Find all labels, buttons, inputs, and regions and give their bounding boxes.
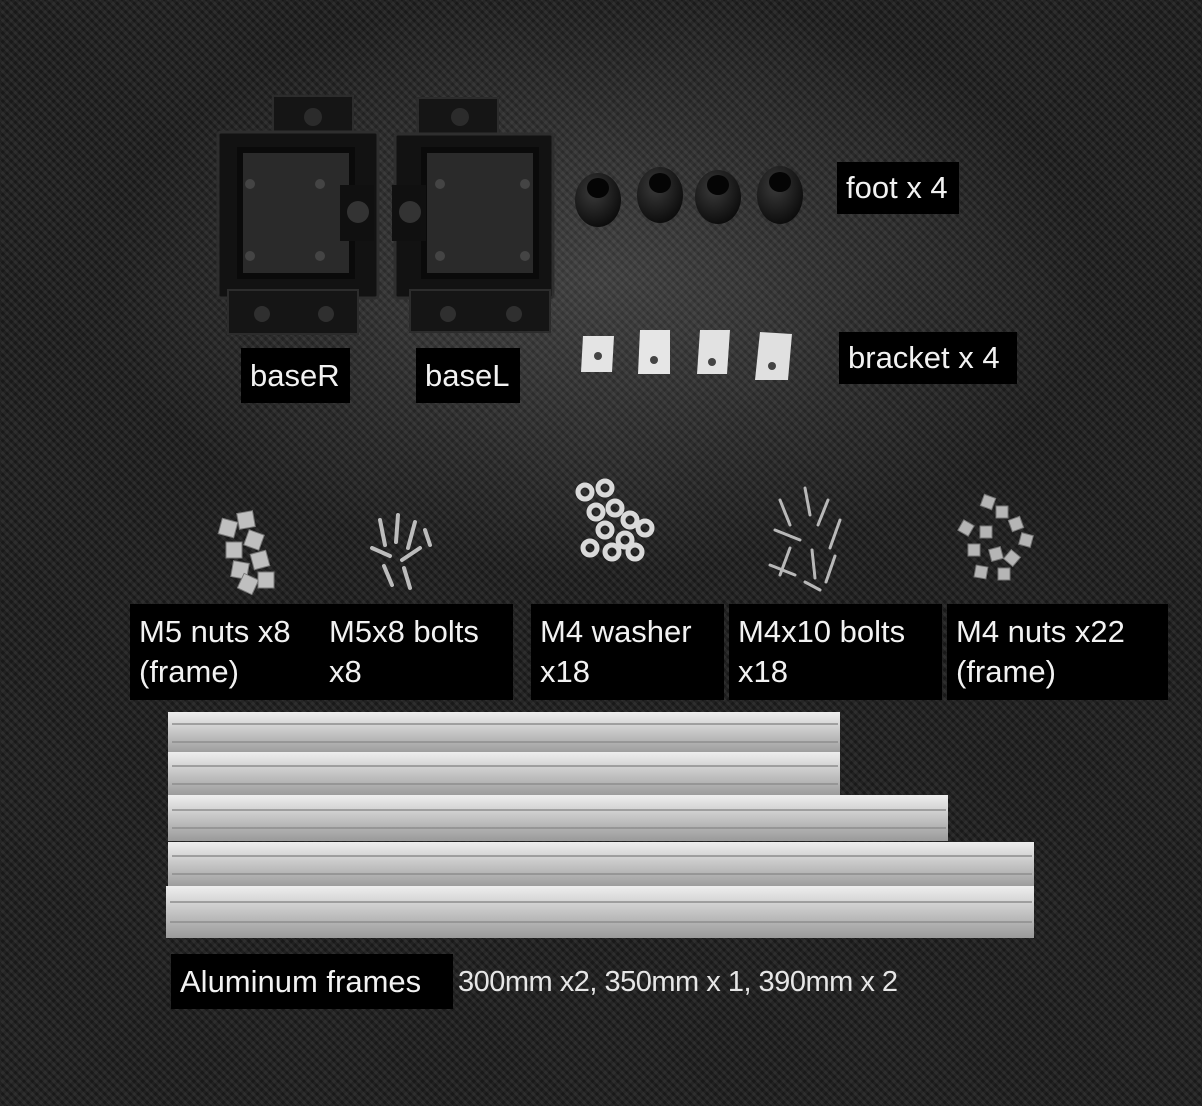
m5-nuts-pile <box>217 510 275 596</box>
m5x8-bolts-pile <box>370 513 432 590</box>
m5-nuts-label: M5 nuts x8 (frame) <box>130 604 326 700</box>
foot-3 <box>695 170 741 224</box>
m4x10-bolts-label: M4x10 bolts x18 <box>729 604 942 700</box>
frame-bar-3 <box>168 795 948 841</box>
m4-washer-label: M4 washer x18 <box>531 604 724 700</box>
base-l-part <box>392 97 555 333</box>
feet-parts <box>575 166 803 227</box>
base-l-label: baseL <box>416 348 520 403</box>
base-r-part <box>216 95 380 335</box>
foot-label: foot x 4 <box>837 162 959 214</box>
m4-washers-pile <box>575 478 655 562</box>
aluminum-frames-label: Aluminum frames <box>171 954 453 1009</box>
foot-4 <box>757 166 803 224</box>
foot-1 <box>575 173 621 227</box>
m4-nuts-pile <box>957 493 1034 581</box>
frame-bar-4 <box>168 842 1034 888</box>
m4-nuts-label: M4 nuts x22 (frame) <box>947 604 1168 700</box>
bracket-parts <box>581 330 792 380</box>
m4x10-bolts-pile <box>768 486 842 592</box>
m5x8-bolts-label: M5x8 bolts x8 <box>320 604 513 700</box>
frame-bar-5 <box>166 886 1034 938</box>
bracket-label: bracket x 4 <box>839 332 1017 384</box>
foot-2 <box>637 167 683 223</box>
aluminum-frames-stack <box>166 712 1034 938</box>
frame-bar-1 <box>168 712 840 754</box>
frame-lengths-caption: 300mm x2, 350mm x 1, 390mm x 2 <box>458 966 898 998</box>
base-r-label: baseR <box>241 348 350 403</box>
frame-bar-2 <box>168 752 840 796</box>
